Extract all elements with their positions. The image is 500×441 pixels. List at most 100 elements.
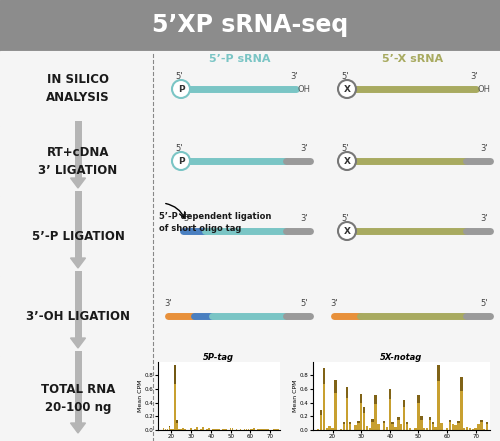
Bar [406, 422, 408, 430]
Text: 3': 3' [300, 214, 308, 223]
Bar [176, 423, 178, 430]
Bar [458, 423, 460, 430]
Bar [200, 429, 202, 430]
Bar [392, 422, 394, 430]
Circle shape [338, 152, 356, 170]
Text: 5': 5' [341, 72, 348, 81]
Bar [383, 423, 386, 430]
Bar [273, 429, 275, 430]
Text: 5': 5' [175, 72, 182, 81]
Bar [244, 429, 246, 430]
Bar [222, 429, 224, 430]
Bar [400, 424, 402, 430]
Bar [388, 389, 391, 430]
Bar [432, 422, 434, 430]
Polygon shape [70, 423, 86, 433]
Bar [74, 271, 82, 338]
Bar [360, 403, 362, 430]
Bar [486, 422, 488, 430]
Bar [420, 416, 422, 430]
Bar [403, 400, 406, 430]
Text: OH: OH [478, 85, 491, 93]
Bar [178, 429, 180, 430]
Bar [0, 276, 500, 356]
Bar [463, 428, 466, 430]
Bar [322, 384, 325, 430]
Bar [388, 400, 391, 430]
Text: TOTAL RNA
20-100 ng: TOTAL RNA 20-100 ng [41, 383, 115, 414]
Bar [480, 420, 482, 430]
Bar [397, 420, 400, 430]
Bar [206, 429, 208, 430]
Bar [334, 381, 336, 430]
Circle shape [172, 152, 190, 170]
Text: 5': 5' [480, 299, 488, 308]
Bar [406, 422, 408, 430]
Bar [460, 391, 462, 430]
Circle shape [172, 80, 190, 98]
Bar [394, 427, 396, 430]
Bar [417, 395, 420, 430]
Bar [372, 419, 374, 430]
Bar [168, 426, 170, 430]
Bar [440, 423, 442, 430]
Bar [212, 429, 214, 430]
Bar [366, 426, 368, 430]
Bar [168, 427, 170, 430]
Bar [0, 51, 500, 126]
Bar [386, 427, 388, 430]
Bar [408, 428, 411, 430]
Bar [74, 351, 82, 423]
Text: 3': 3' [330, 299, 338, 308]
Bar [417, 395, 420, 430]
Bar [264, 429, 265, 430]
Bar [320, 411, 322, 430]
Bar [428, 417, 431, 430]
Bar [334, 393, 336, 430]
Text: 3': 3' [164, 299, 172, 308]
Bar [438, 365, 440, 430]
Bar [363, 413, 365, 430]
Bar [348, 424, 351, 430]
Bar [486, 422, 488, 430]
Bar [176, 420, 178, 430]
Text: 3': 3' [480, 214, 488, 223]
Bar [432, 422, 434, 430]
Bar [374, 404, 376, 430]
Bar [372, 419, 374, 430]
Bar [423, 428, 426, 430]
Bar [474, 428, 477, 430]
Bar [266, 429, 267, 430]
Bar [363, 407, 365, 430]
Bar [468, 428, 471, 430]
Bar [466, 427, 468, 430]
Bar [346, 387, 348, 430]
Bar [403, 407, 406, 430]
Text: 5': 5' [341, 144, 348, 153]
Bar [414, 427, 417, 430]
Bar [448, 422, 451, 430]
Bar [458, 421, 460, 430]
Bar [182, 428, 184, 430]
Bar [446, 428, 448, 430]
Text: 3': 3' [300, 144, 308, 153]
Bar [174, 365, 176, 430]
Bar [486, 424, 488, 430]
Bar [428, 417, 431, 430]
Bar [172, 429, 174, 430]
Bar [348, 422, 351, 430]
Text: OH: OH [298, 85, 311, 93]
Bar [334, 381, 336, 430]
Circle shape [338, 80, 356, 98]
Y-axis label: Mean CPM: Mean CPM [138, 380, 143, 412]
Bar [480, 422, 482, 430]
Bar [277, 429, 279, 430]
Text: 5’-P LIGATION: 5’-P LIGATION [32, 229, 124, 243]
Polygon shape [70, 178, 86, 188]
Bar [438, 381, 440, 430]
Bar [460, 377, 462, 430]
Text: P: P [178, 157, 184, 165]
Bar [438, 365, 440, 430]
Bar [250, 429, 251, 430]
Bar [0, 0, 500, 51]
